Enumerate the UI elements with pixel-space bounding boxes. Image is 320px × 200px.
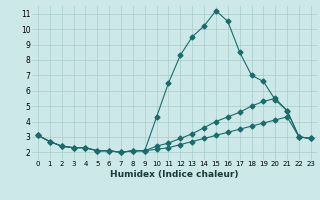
X-axis label: Humidex (Indice chaleur): Humidex (Indice chaleur) [110, 170, 239, 179]
